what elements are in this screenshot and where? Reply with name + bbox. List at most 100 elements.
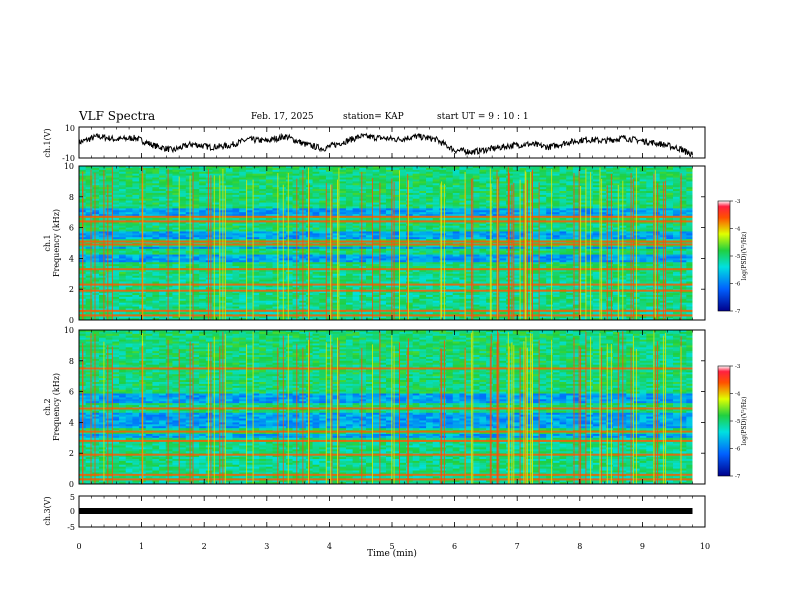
heatmap-cell [159,214,167,217]
heatmap-cell [579,191,587,194]
heatmap-cell [419,181,427,184]
heatmap-cell [179,208,187,211]
heatmap-cell [399,248,407,252]
heatmap-cell [666,227,674,230]
heatmap-cell [606,204,614,207]
heatmap-cell [85,252,93,255]
heatmap-cell [552,239,560,242]
heatmap-cell [259,223,267,227]
heatmap-cell [185,256,193,259]
heatmap-cell [159,256,167,259]
heatmap-cell [466,185,474,188]
heatmap-cell [292,208,300,211]
heatmap-cell [626,194,634,198]
heatmap-cell [512,250,520,254]
heatmap-cell [165,185,173,188]
heatmap-cell [546,256,554,259]
heatmap-cell [646,262,654,265]
heatmap-cell [265,198,273,202]
heatmap-cell [225,206,233,209]
heatmap-cell [606,167,614,171]
heatmap-cell [325,177,333,180]
heatmap-cell [279,217,287,221]
heatmap-cell [279,177,287,180]
heatmap-cell [679,210,687,213]
heatmap-cell [319,252,327,255]
heatmap-cell [245,223,253,227]
heatmap-cell [99,166,107,169]
heatmap-cell [399,225,407,229]
heatmap-cell [225,235,233,238]
heatmap-cell [345,214,354,217]
heatmap-cell [119,177,127,180]
heatmap-cell [165,214,173,217]
heatmap-cell [85,239,93,242]
heatmap-cell [279,235,287,238]
heatmap-cell [586,204,594,207]
chart-title: VLF Spectra [79,109,156,123]
heatmap-cell [192,179,200,182]
heatmap-cell [446,171,454,175]
heatmap-cell [679,221,687,225]
heatmap-cell [379,225,387,229]
heatmap-cell [566,198,574,202]
heatmap-cell [345,171,354,175]
heatmap-cell [272,204,280,207]
heatmap-cell [646,202,654,205]
heatmap-cell [539,167,547,171]
heatmap-cell [272,196,280,200]
heatmap-cell [646,179,654,182]
heatmap-cell [379,250,387,254]
heatmap-cell [572,262,580,265]
heatmap-cell [232,231,240,234]
heatmap-cell [232,223,240,227]
heatmap-cell [272,264,280,267]
heatmap-cell [259,204,267,207]
heatmap-cell [312,202,320,205]
heatmap-cell [639,166,647,169]
heatmap-cell [686,258,694,261]
heatmap-cell [112,187,120,190]
heatmap-cell [686,212,694,215]
heatmap-cell [639,223,647,227]
heatmap-cell [532,166,540,169]
heatmap-cell [559,233,567,236]
heatmap-cell [159,221,167,225]
heatmap-cell [472,233,480,236]
heatmap-cell [259,202,267,205]
heatmap-cell [552,256,560,259]
heatmap-cell [172,183,180,186]
heatmap-cell [232,189,240,192]
heatmap-cell [119,179,127,182]
heatmap-cell [285,206,293,209]
heatmap-cell [265,262,273,265]
heatmap-cell [686,235,694,238]
heatmap-cell [412,248,420,252]
heatmap-cell [499,181,507,184]
heatmap-cell [472,187,480,190]
heatmap-cell [332,167,340,171]
heatmap-cell [512,225,520,229]
heatmap-cell [259,194,267,198]
heatmap-cell [185,244,193,248]
heatmap-cell [459,189,467,192]
heatmap-cell [365,221,374,225]
heatmap-cell [439,260,447,263]
heatmap-cell [119,225,127,229]
heatmap-cell [172,173,180,177]
heatmap-cell [472,264,480,267]
heatmap-cell [479,192,487,196]
heatmap-cell [345,260,354,263]
heatmap-cell [232,254,240,257]
heatmap-cell [185,196,193,200]
heatmap-cell [352,225,360,229]
heatmap-cell [532,248,540,252]
heatmap-cell [205,173,213,177]
heatmap-cell [105,179,113,182]
heatmap-cell [199,225,207,229]
heatmap-cell [539,175,547,178]
heatmap-cell [412,250,420,254]
heatmap-cell [599,248,607,252]
heatmap-cell [379,177,387,180]
heatmap-cell [119,200,127,203]
